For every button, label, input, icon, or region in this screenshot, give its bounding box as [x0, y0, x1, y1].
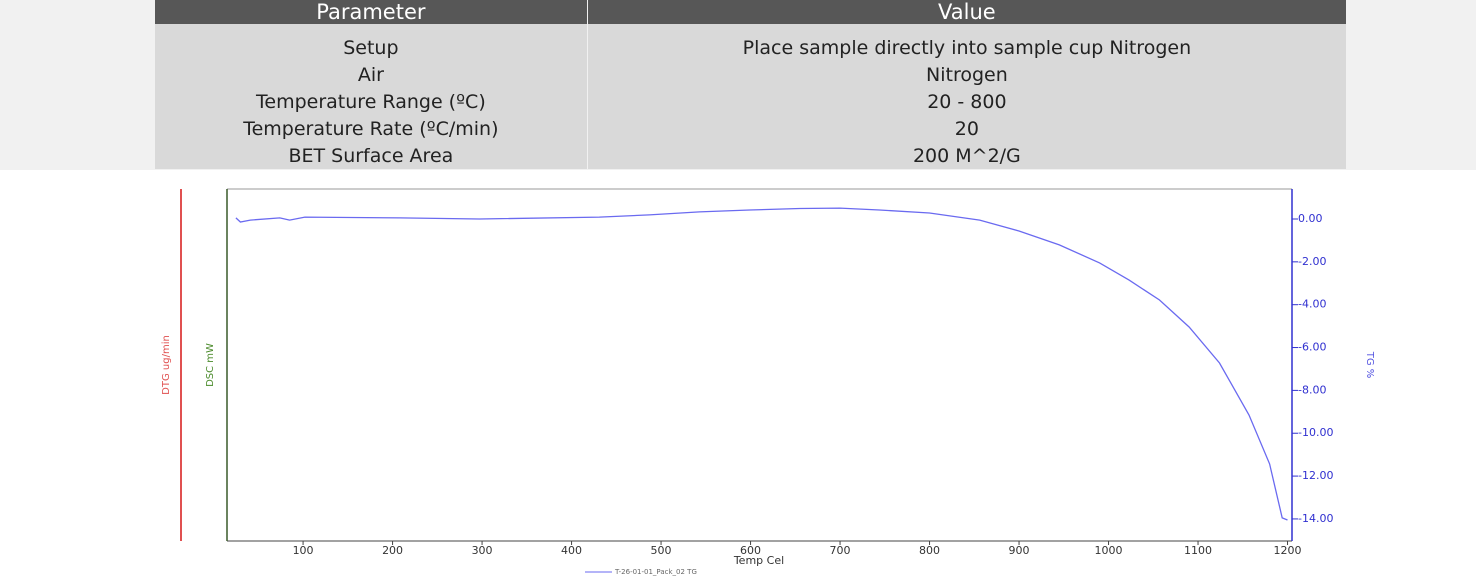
table-cell: Place sample directly into sample cup Ni… — [586, 24, 1346, 61]
table-row: BET Surface Area 200 M^2/G — [155, 142, 1346, 169]
table-row: Air Nitrogen — [155, 61, 1346, 88]
x-tick-label: 500 — [651, 544, 672, 557]
x-tick-label: 400 — [561, 544, 582, 557]
x-tick-label: 1100 — [1184, 544, 1212, 557]
y-tick-label: 0.00 — [1298, 212, 1323, 225]
dsc-label: DSC mW — [205, 343, 216, 387]
y-tick-label: -2.00 — [1298, 255, 1326, 268]
x-tick-label: 700 — [830, 544, 851, 557]
x-axis-label: Temp Cel — [733, 554, 784, 567]
y-tick-label: -12.00 — [1298, 469, 1333, 482]
x-tick-label: 200 — [382, 544, 403, 557]
y-tick-label: -4.00 — [1298, 298, 1326, 311]
y-tick-label: -8.00 — [1298, 383, 1326, 396]
tg-label: TG % — [1364, 351, 1375, 379]
y-tick-label: -10.00 — [1298, 426, 1333, 439]
table-cell: Nitrogen — [586, 61, 1346, 88]
table-cell: 200 M^2/G — [586, 142, 1346, 169]
y-tick-label: -6.00 — [1298, 341, 1326, 354]
table-cell: Setup — [155, 24, 588, 61]
table-row: Temperature Rate (ºC/min) 20 — [155, 115, 1346, 142]
x-tick-label: 300 — [472, 544, 493, 557]
x-tick-label: 100 — [293, 544, 314, 557]
parameter-table: Parameter Value Setup Place sample directly… — [155, 0, 1346, 169]
x-tick-label: 600 — [740, 544, 761, 557]
table-cell: BET Surface Area — [155, 142, 588, 169]
table-cell: 20 - 800 — [586, 88, 1346, 115]
header-row: Parameter Value — [155, 0, 1346, 24]
header-cell: Value — [586, 0, 1346, 24]
x-tick-label: 800 — [919, 544, 940, 557]
table-cell: Temperature Range (ºC) — [155, 88, 588, 115]
table-cell: Air — [155, 61, 588, 88]
x-tick-label: 900 — [1009, 544, 1030, 557]
table-cell: 20 — [586, 115, 1346, 142]
tg-line — [235, 207, 1288, 521]
dtg-label: DTG ug/min — [161, 335, 172, 395]
table-row: Setup Place sample directly into sample c… — [155, 24, 1346, 61]
table-row: Temperature Range (ºC) 20 - 800 — [155, 88, 1346, 115]
table-cell: Temperature Rate (ºC/min) — [155, 115, 588, 142]
legend-label: T-26-01-01_Pack_02 TG — [614, 568, 697, 576]
header-cell: Parameter — [155, 0, 588, 24]
y-tick-label: -14.00 — [1298, 512, 1333, 525]
x-tick-label: 1200 — [1274, 544, 1302, 557]
x-tick-label: 1000 — [1095, 544, 1123, 557]
